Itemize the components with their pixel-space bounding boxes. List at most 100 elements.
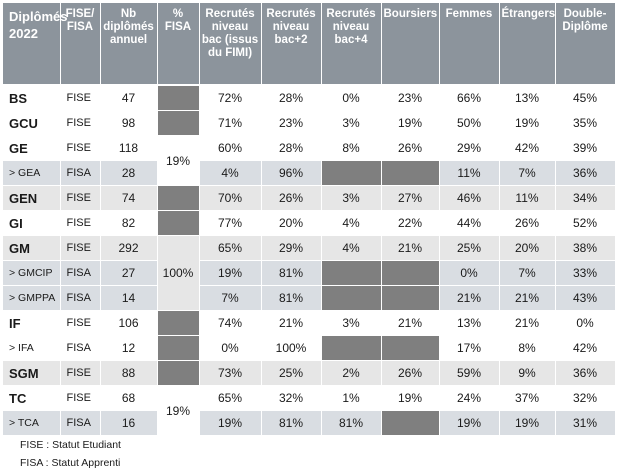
row-etrangers: 7%	[499, 260, 556, 286]
row-bac4: 2%	[321, 360, 382, 386]
row-nb: 47	[100, 85, 158, 111]
row-femmes: 25%	[439, 235, 500, 261]
header-recrutes-bac4: Recrutés niveau bac+4	[321, 3, 382, 86]
table-row-if: IF FISE 106 74% 21% 3% 21% 13% 21% 0%	[3, 310, 616, 336]
row-etrangers: 7%	[499, 160, 556, 186]
bac4-blank-cell	[321, 160, 382, 186]
row-code: SGM	[3, 360, 61, 386]
row-boursiers: 22%	[381, 210, 440, 236]
row-status: FISE	[60, 235, 101, 261]
row-etrangers: 42%	[499, 135, 556, 161]
row-bac4: 3%	[321, 110, 382, 136]
fisa-pct-tc: 19%	[157, 385, 200, 436]
header-fise-fisa: FISE/ FISA	[60, 3, 101, 86]
fisa-blank-cell	[157, 110, 200, 136]
header-recrutes-bac: Recrutés niveau bac (issus du FIMI)	[199, 3, 262, 86]
table-row-gea: > GEA FISA 28 4% 96% 11% 7% 36%	[3, 160, 616, 186]
row-dd: 33%	[555, 260, 616, 286]
row-bac2: 20%	[261, 210, 322, 236]
header-double-diplome: Double-Diplôme	[555, 3, 616, 86]
row-femmes: 13%	[439, 310, 500, 336]
footnote-fise: FISE : Statut Etudiant	[20, 439, 121, 451]
row-femmes: 17%	[439, 335, 500, 361]
row-nb: 74	[100, 185, 158, 211]
row-status: FISE	[60, 110, 101, 136]
table-row-gmppa: > GMPPA FISA 14 7% 81% 21% 21% 43%	[3, 285, 616, 311]
row-dd: 32%	[555, 385, 616, 411]
fisa-blank-cell	[157, 85, 200, 111]
header-femmes: Femmes	[439, 3, 500, 86]
fisa-blank-cell	[157, 185, 200, 211]
row-nb: 68	[100, 385, 158, 411]
row-nb: 118	[100, 135, 158, 161]
fisa-blank-cell	[157, 310, 200, 336]
row-bac: 74%	[199, 310, 262, 336]
row-code: GEN	[3, 185, 61, 211]
row-nb: 82	[100, 210, 158, 236]
header-pct-fisa: % FISA	[157, 3, 200, 86]
row-status: FISA	[60, 410, 101, 436]
row-bac2: 28%	[261, 135, 322, 161]
row-dd: 45%	[555, 85, 616, 111]
row-dd: 52%	[555, 210, 616, 236]
row-code: TC	[3, 385, 61, 411]
graduates-statistics-table: Diplômés 2022 FISE/ FISA Nb diplômés ann…	[3, 3, 616, 436]
fisa-blank-cell	[157, 210, 200, 236]
row-status: FISE	[60, 360, 101, 386]
row-etrangers: 19%	[499, 410, 556, 436]
row-bac2: 28%	[261, 85, 322, 111]
row-dd: 38%	[555, 235, 616, 261]
header-etrangers: Étrangers	[499, 3, 556, 86]
row-nb: 27	[100, 260, 158, 286]
row-etrangers: 11%	[499, 185, 556, 211]
row-nb: 106	[100, 310, 158, 336]
boursiers-blank-cell	[381, 160, 440, 186]
row-status: FISE	[60, 85, 101, 111]
row-bac: 72%	[199, 85, 262, 111]
row-bac2: 32%	[261, 385, 322, 411]
row-dd: 43%	[555, 285, 616, 311]
row-boursiers: 19%	[381, 385, 440, 411]
row-status: FISE	[60, 210, 101, 236]
row-dd: 36%	[555, 360, 616, 386]
row-femmes: 21%	[439, 285, 500, 311]
row-boursiers: 19%	[381, 110, 440, 136]
row-bac: 65%	[199, 385, 262, 411]
row-bac4: 3%	[321, 310, 382, 336]
row-etrangers: 21%	[499, 285, 556, 311]
row-code: GCU	[3, 110, 61, 136]
bac4-blank-cell	[321, 285, 382, 311]
row-etrangers: 21%	[499, 310, 556, 336]
row-nb: 16	[100, 410, 158, 436]
row-boursiers: 21%	[381, 310, 440, 336]
row-bac4: 0%	[321, 85, 382, 111]
row-code: BS	[3, 85, 61, 111]
row-bac2: 25%	[261, 360, 322, 386]
row-femmes: 59%	[439, 360, 500, 386]
table-row-ge: GE FISE 118 19% 60% 28% 8% 26% 29% 42% 3…	[3, 135, 616, 186]
fisa-blank-cell	[157, 360, 200, 386]
table-row-gmcip: > GMCIP FISA 27 19% 81% 0% 7% 33%	[3, 260, 616, 286]
row-bac2: 81%	[261, 410, 322, 436]
row-etrangers: 9%	[499, 360, 556, 386]
row-femmes: 19%	[439, 410, 500, 436]
row-code: > GEA	[3, 160, 61, 186]
header-diplomes: Diplômés 2022	[3, 3, 68, 86]
statistics-table-container: Diplômés 2022 FISE/ FISA Nb diplômés ann…	[3, 3, 616, 436]
row-bac: 73%	[199, 360, 262, 386]
row-bac4: 4%	[321, 210, 382, 236]
row-status: FISA	[60, 285, 101, 311]
row-bac4: 3%	[321, 185, 382, 211]
row-status: FISE	[60, 135, 101, 161]
row-etrangers: 37%	[499, 385, 556, 411]
row-bac: 4%	[199, 160, 262, 186]
row-bac: 60%	[199, 135, 262, 161]
fisa-pct-ge: 19%	[157, 135, 200, 186]
row-nb: 98	[100, 110, 158, 136]
boursiers-blank-cell	[381, 410, 440, 436]
row-femmes: 11%	[439, 160, 500, 186]
row-femmes: 24%	[439, 385, 500, 411]
row-bac2: 29%	[261, 235, 322, 261]
row-bac: 19%	[199, 260, 262, 286]
row-status: FISE	[60, 310, 101, 336]
